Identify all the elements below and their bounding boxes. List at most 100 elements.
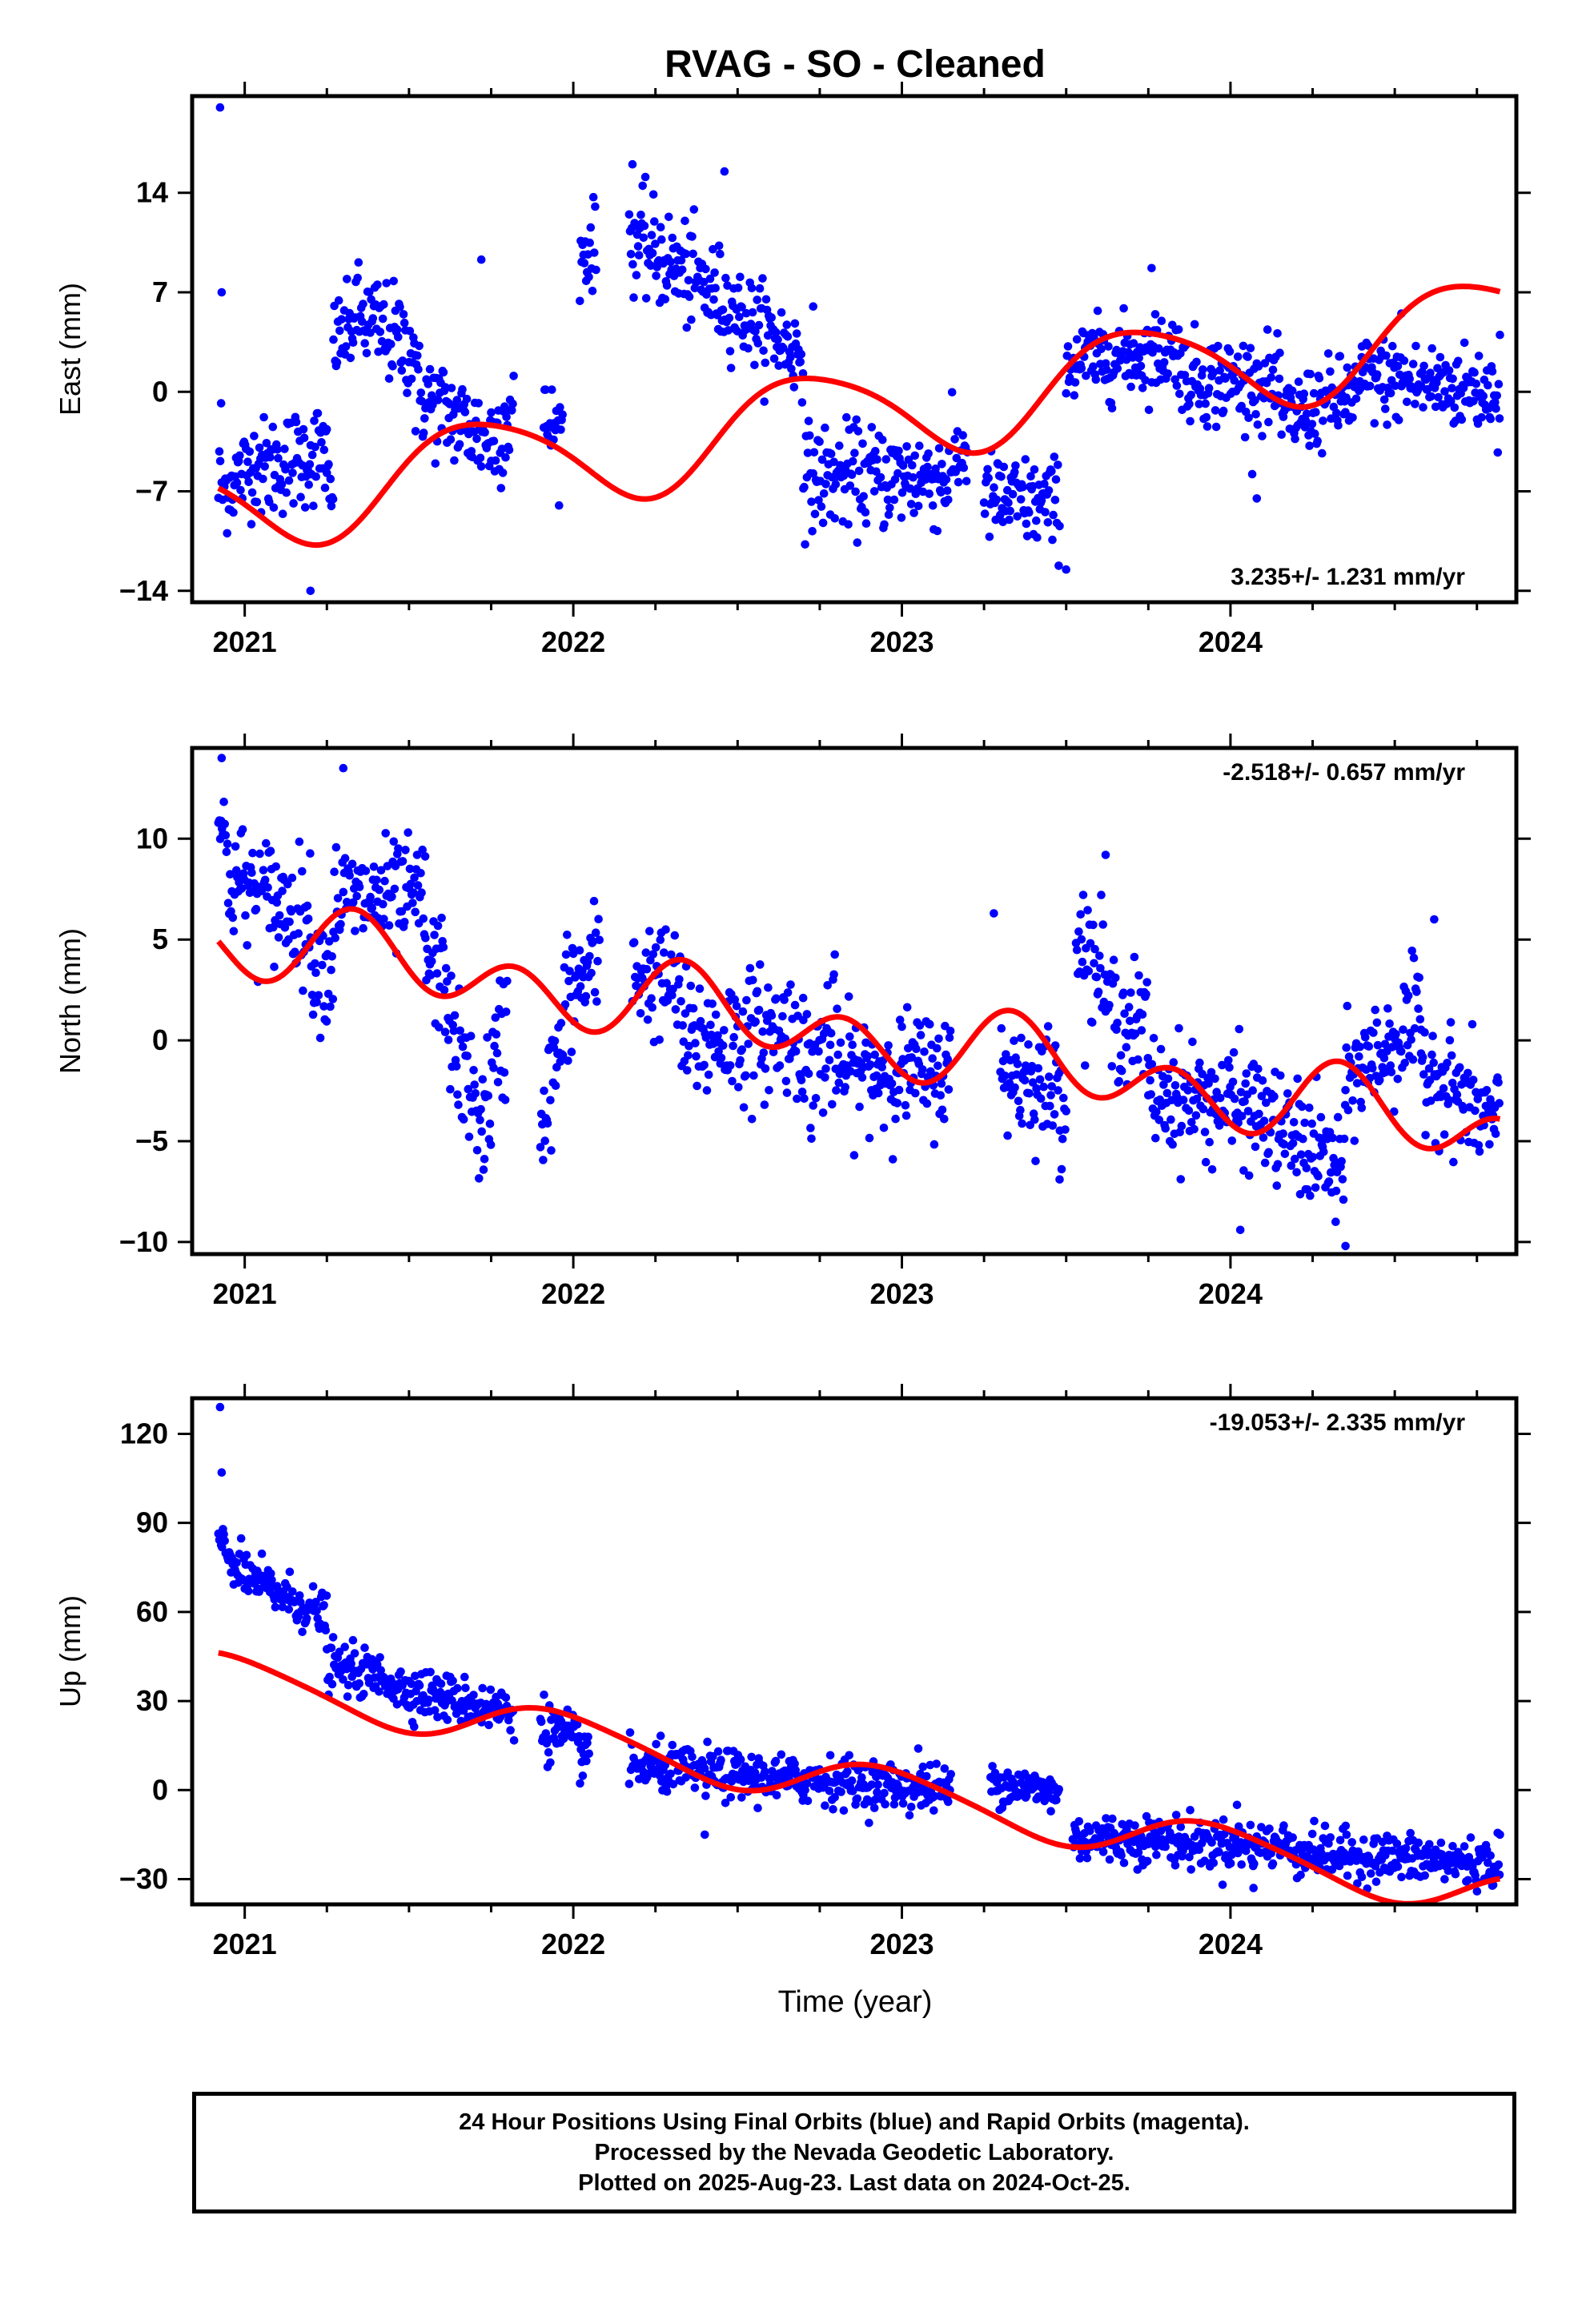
up-data-point <box>1448 1842 1457 1851</box>
east-data-point <box>641 294 651 303</box>
north-data-point <box>1188 1037 1197 1047</box>
east-data-point <box>1033 533 1042 542</box>
east-data-point <box>1484 380 1492 390</box>
east-data-point <box>366 328 375 337</box>
north-data-point <box>379 915 388 923</box>
east-data-point <box>416 388 426 397</box>
east-data-point <box>952 453 962 463</box>
east-data-point <box>1494 380 1504 389</box>
east-data-point <box>872 467 881 476</box>
east-data-point <box>640 221 649 231</box>
north-data-point <box>1013 1059 1022 1068</box>
north-data-point <box>1428 1031 1437 1040</box>
east-data-point <box>1440 387 1449 396</box>
up-data-point <box>1420 1871 1429 1880</box>
north-data-point <box>1010 1083 1019 1092</box>
east-data-point <box>341 342 351 351</box>
east-data-point <box>337 315 346 324</box>
north-data-point <box>299 986 307 995</box>
north-data-point <box>647 994 656 1003</box>
north-data-point <box>1485 1140 1494 1149</box>
east-data-point <box>721 273 730 283</box>
north-data-point <box>1421 1131 1430 1140</box>
up-data-point <box>453 1683 462 1693</box>
north-data-point <box>1078 957 1087 967</box>
up-data-point <box>1119 1858 1129 1868</box>
north-data-point <box>1262 1098 1271 1108</box>
north-data-point <box>1095 951 1104 960</box>
north-data-point <box>1311 1183 1320 1192</box>
north-data-point <box>1343 1001 1352 1011</box>
north-data-point <box>355 883 364 891</box>
up-data-point <box>847 1776 857 1785</box>
panel-up: 2021 2022 2023 2024 −30 0 30 60 90 120 Up (mm) -1… <box>54 1384 1531 1960</box>
north-data-point <box>1446 1018 1456 1027</box>
north-data-point <box>1445 1035 1455 1045</box>
up-data-point <box>396 1667 405 1676</box>
up-data-point <box>1052 1795 1061 1804</box>
up-data-point <box>308 1582 318 1591</box>
north-data-point <box>940 1115 949 1124</box>
east-data-point <box>733 283 743 292</box>
north-data-point <box>936 1091 946 1100</box>
north-data-point <box>1333 1112 1343 1122</box>
north-data-point <box>1083 906 1092 915</box>
north-data-point <box>915 1021 925 1030</box>
up-data-point <box>690 1783 700 1792</box>
north-data-point <box>865 1060 875 1069</box>
north-data-point <box>841 1083 849 1092</box>
up-data-point <box>426 1667 435 1677</box>
east-data-point <box>299 424 308 434</box>
north-data-point <box>339 887 348 897</box>
north-data-point <box>459 1115 468 1124</box>
east-data-point <box>1154 344 1163 353</box>
north-data-point <box>945 1033 954 1042</box>
east-data-point <box>1254 362 1263 371</box>
up-data-point <box>267 1569 275 1578</box>
north-data-point <box>1291 1154 1299 1164</box>
north-data-point <box>1314 1172 1323 1180</box>
north-data-point <box>318 960 327 970</box>
up-data-point <box>433 1712 442 1722</box>
east-data-point <box>897 488 907 497</box>
up-data-point <box>1425 1839 1434 1849</box>
east-data-point <box>1411 341 1420 351</box>
east-data-point <box>273 445 282 454</box>
north-data-point <box>271 862 281 871</box>
north-data-point <box>1112 1025 1121 1034</box>
east-data-point <box>1351 394 1361 404</box>
up-data-point <box>1207 1838 1216 1847</box>
north-data-point <box>797 1076 806 1085</box>
north-data-point <box>1142 990 1150 999</box>
east-data-point <box>809 469 817 478</box>
east-data-point <box>1119 304 1128 313</box>
east-data-point <box>688 232 697 241</box>
east-data-point <box>1147 263 1156 273</box>
east-data-point <box>656 223 665 232</box>
up-data-point <box>243 1586 253 1596</box>
east-data-point <box>934 444 944 453</box>
up-data-point <box>436 1679 446 1688</box>
east-data-point <box>1240 432 1250 442</box>
east-data-point <box>760 397 769 406</box>
north-data-point <box>1425 1076 1435 1084</box>
east-data-point <box>1492 391 1501 400</box>
north-data-point <box>1088 1018 1097 1027</box>
east-data-point <box>755 283 765 293</box>
east-data-point <box>944 495 953 505</box>
east-data-point <box>1444 366 1454 375</box>
up-data-point <box>1357 1872 1367 1882</box>
east-data-point <box>1419 403 1427 412</box>
north-data-point <box>934 1034 943 1043</box>
up-data-point <box>1367 1869 1375 1878</box>
north-data-point <box>754 1005 764 1015</box>
north-data-point <box>702 1086 712 1095</box>
east-data-point <box>592 265 600 275</box>
east-data-point <box>215 456 225 466</box>
up-data-point <box>312 1606 321 1615</box>
north-data-point <box>489 1063 498 1072</box>
north-data-point <box>432 969 442 978</box>
north-data-point <box>855 1102 864 1112</box>
east-data-point <box>1311 408 1320 416</box>
east-data-point <box>1077 364 1086 373</box>
